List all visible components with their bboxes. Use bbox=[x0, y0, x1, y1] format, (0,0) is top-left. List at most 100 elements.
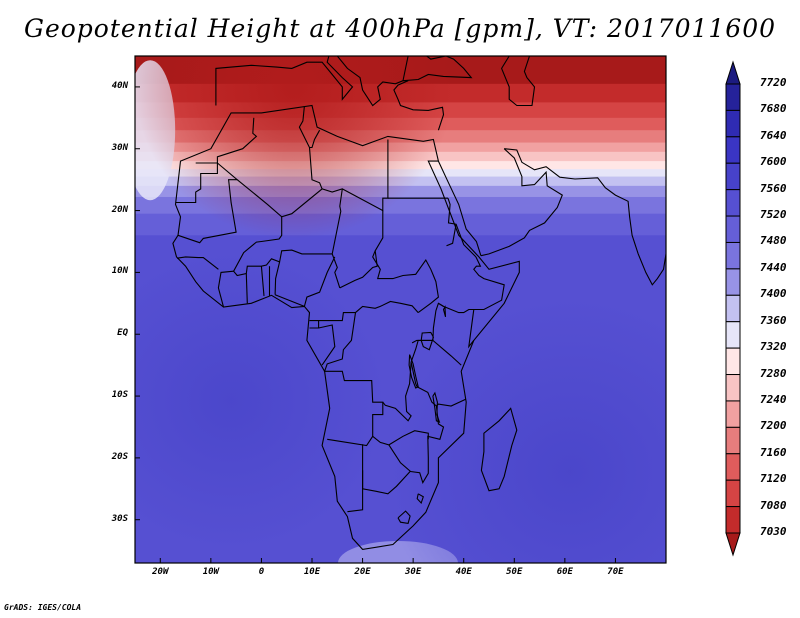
country-border bbox=[388, 339, 445, 484]
colorbar-swatch bbox=[725, 506, 741, 534]
colorbar-label: 7720 bbox=[760, 76, 787, 89]
country-border bbox=[216, 117, 258, 163]
country-border bbox=[397, 510, 411, 525]
map-plot-area bbox=[135, 56, 666, 563]
colorbar-label: 7160 bbox=[760, 445, 787, 459]
europe-coastline bbox=[215, 56, 445, 131]
country-border bbox=[355, 300, 419, 314]
colorbar-label: 7080 bbox=[760, 498, 787, 512]
africa-coastline bbox=[172, 104, 520, 550]
geography-lines bbox=[172, 56, 666, 550]
colorbar-swatch bbox=[725, 109, 741, 138]
lat-tick-label: 20N bbox=[111, 204, 128, 215]
colorbar-swatch bbox=[725, 83, 741, 111]
colorbar-label: 7560 bbox=[760, 181, 787, 195]
colorbar-swatch bbox=[725, 241, 741, 270]
country-border bbox=[438, 256, 505, 314]
country-border bbox=[274, 294, 305, 307]
cool-anomaly-west bbox=[135, 56, 666, 563]
credit-text: GrADS: IGES/COLA bbox=[4, 603, 82, 612]
country-border bbox=[467, 309, 475, 349]
lon-tick-label: 30E bbox=[405, 567, 422, 577]
country-border bbox=[303, 256, 336, 307]
country-border bbox=[382, 362, 412, 422]
colorbar-label: 7120 bbox=[760, 472, 787, 486]
country-border bbox=[362, 470, 411, 495]
colorbar-swatch bbox=[725, 162, 741, 191]
lon-tick-label: 20E bbox=[354, 567, 371, 577]
colorbar-cap-bottom bbox=[725, 532, 741, 557]
asia-coastline bbox=[504, 148, 666, 286]
colorbar-swatch bbox=[725, 215, 741, 243]
country-border bbox=[309, 129, 321, 149]
colorbar-label: 7440 bbox=[760, 260, 787, 274]
country-border bbox=[309, 320, 320, 329]
colorbar-label: 7520 bbox=[760, 208, 787, 222]
lake-outline bbox=[432, 391, 441, 423]
colorbar-swatch bbox=[725, 294, 741, 323]
lon-tick-label: 10W bbox=[202, 567, 219, 577]
colorbar-label: 7200 bbox=[760, 419, 787, 433]
colorbar-label: 7680 bbox=[760, 102, 787, 116]
country-border bbox=[416, 493, 424, 505]
lon-tick-label: 40E bbox=[455, 567, 472, 577]
lat-tick-label: 40N bbox=[111, 80, 128, 91]
country-border bbox=[175, 162, 218, 204]
country-border bbox=[339, 250, 378, 289]
colorbar-label: 7400 bbox=[760, 287, 787, 301]
colorbar-swatch bbox=[725, 189, 741, 217]
arabia-red-sea-coastline bbox=[437, 160, 482, 256]
black-sea-coastline bbox=[402, 56, 473, 82]
lon-tick-label: 50E bbox=[506, 567, 523, 577]
country-border bbox=[232, 216, 333, 277]
plot-frame bbox=[134, 55, 667, 564]
colorbar-swatch bbox=[725, 136, 741, 164]
colorbar-label: 7600 bbox=[760, 155, 787, 169]
country-border bbox=[432, 302, 462, 366]
lat-tick-label: EQ bbox=[117, 328, 128, 339]
country-border bbox=[236, 139, 389, 218]
country-border bbox=[318, 324, 336, 366]
country-border bbox=[177, 162, 239, 244]
country-border bbox=[260, 266, 265, 296]
country-border bbox=[217, 270, 234, 308]
lon-tick-label: 0 bbox=[258, 567, 265, 577]
lon-tick-label: 10E bbox=[303, 567, 321, 577]
colorbar-label: 7480 bbox=[760, 234, 787, 248]
colorbar-cap-top bbox=[725, 60, 741, 85]
caspian-coastline bbox=[500, 56, 536, 107]
lat-tick-label: 30N bbox=[111, 142, 128, 153]
country-border bbox=[447, 198, 477, 258]
lake-outline bbox=[420, 331, 434, 351]
colorbar-swatch bbox=[725, 374, 741, 402]
colorbar-swatch bbox=[725, 321, 741, 349]
arabia-coastline bbox=[480, 148, 563, 257]
colorbar-label: 7640 bbox=[760, 128, 787, 142]
country-border bbox=[318, 312, 356, 322]
country-border bbox=[446, 224, 457, 247]
colorbar-swatch bbox=[725, 426, 741, 455]
colorbar-swatch bbox=[725, 453, 741, 481]
colorbar bbox=[725, 60, 741, 557]
colorbar-label: 7360 bbox=[760, 313, 787, 327]
country-border bbox=[372, 430, 429, 446]
lat-tick-label: 30S bbox=[111, 513, 128, 524]
lat-tick-label: 10S bbox=[111, 390, 128, 401]
lon-tick-label: 60E bbox=[556, 567, 573, 577]
country-border bbox=[274, 261, 281, 295]
country-border bbox=[176, 256, 219, 270]
country-border bbox=[372, 210, 439, 314]
map-title: Geopotential Height at 400hPa [gpm], VT:… bbox=[23, 14, 777, 43]
colorbar-swatch bbox=[725, 268, 741, 296]
colorbar-label: 7240 bbox=[760, 392, 787, 406]
lat-tick-label: 20S bbox=[111, 451, 128, 462]
lake-outline bbox=[442, 305, 447, 318]
country-border bbox=[245, 273, 248, 304]
lon-tick-label: 70E bbox=[607, 567, 624, 577]
colorbar-swatch bbox=[725, 347, 741, 376]
colorbar-swatch bbox=[725, 479, 741, 508]
colorbar-label: 7030 bbox=[760, 525, 787, 538]
lake-outline bbox=[408, 354, 419, 389]
colorbar-swatch bbox=[725, 400, 741, 428]
